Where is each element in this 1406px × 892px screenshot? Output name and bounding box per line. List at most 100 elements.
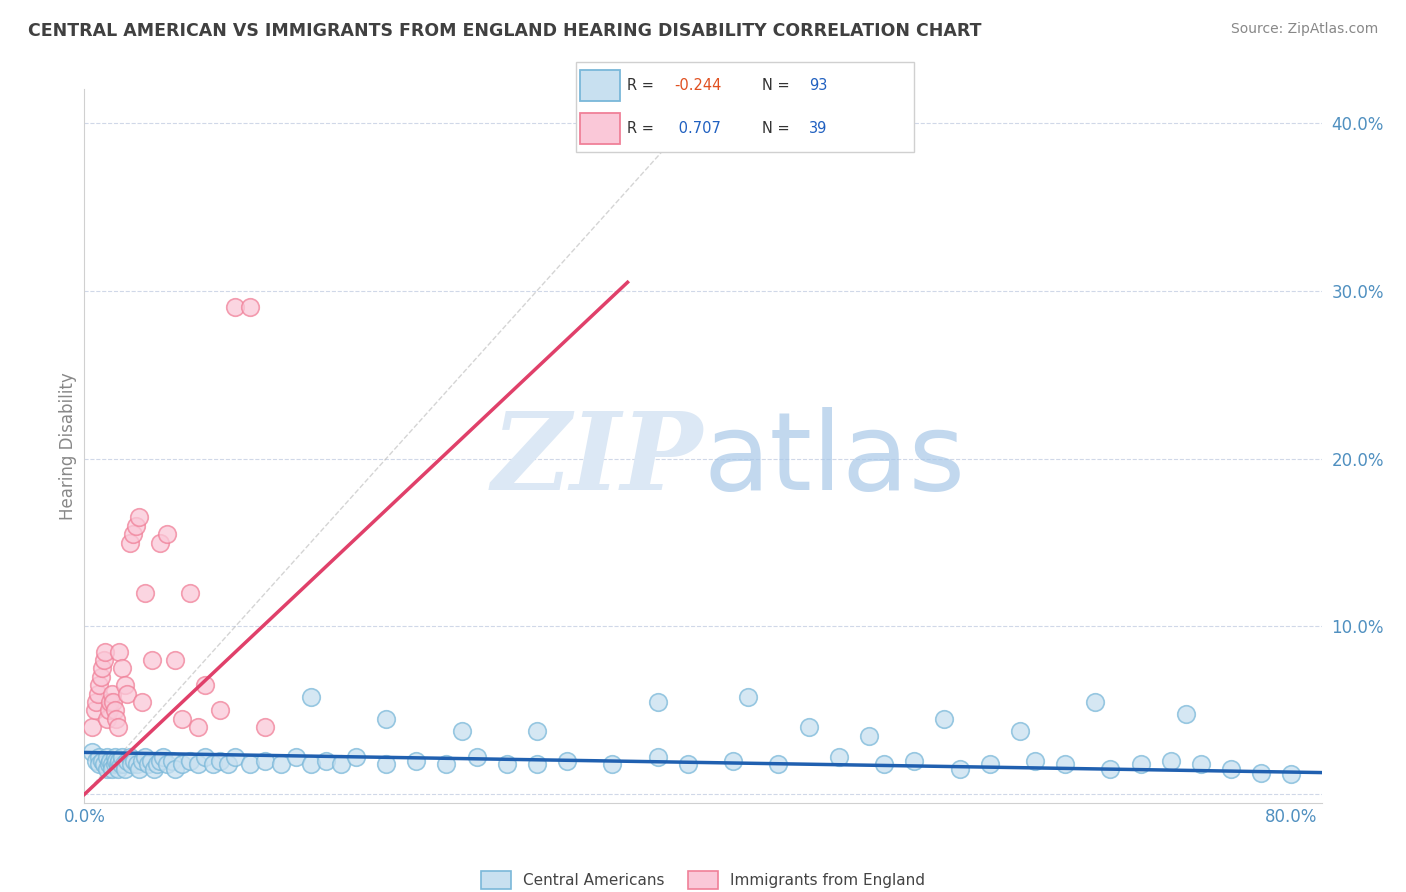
Point (1174, 706, 1197, 721)
Point (121, 527, 143, 541)
Point (107, 757, 129, 772)
Point (495, 757, 517, 772)
Text: R =: R = (627, 78, 658, 93)
Point (179, 586, 201, 600)
Point (160, 754, 183, 768)
Point (134, 750, 156, 764)
Point (179, 754, 201, 768)
Point (111, 750, 134, 764)
Point (89, 678, 111, 692)
Legend: Central Americans, Immigrants from England: Central Americans, Immigrants from Engla… (474, 865, 932, 892)
Text: 39: 39 (810, 121, 828, 136)
Point (142, 762, 165, 776)
Point (141, 653, 163, 667)
Point (163, 653, 186, 667)
Point (128, 510, 150, 524)
Point (93, 757, 115, 772)
Point (186, 757, 208, 772)
Point (948, 762, 970, 776)
FancyBboxPatch shape (576, 62, 914, 152)
Point (602, 757, 624, 772)
Point (555, 754, 578, 768)
Point (1160, 754, 1182, 768)
Point (1084, 695, 1107, 709)
Point (1129, 757, 1152, 772)
Point (90, 670, 112, 684)
Point (1281, 767, 1303, 781)
Text: N =: N = (762, 78, 794, 93)
Point (284, 750, 307, 764)
Point (1008, 723, 1031, 738)
Point (120, 757, 142, 772)
Text: Source: ZipAtlas.com: Source: ZipAtlas.com (1230, 22, 1378, 37)
Point (149, 754, 172, 768)
Point (124, 518, 146, 533)
Point (139, 754, 162, 768)
Text: CENTRAL AMERICAN VS IMMIGRANTS FROM ENGLAND HEARING DISABILITY CORRELATION CHART: CENTRAL AMERICAN VS IMMIGRANTS FROM ENGL… (28, 22, 981, 40)
Point (122, 754, 145, 768)
Point (128, 762, 150, 776)
Point (100, 757, 122, 772)
Point (98, 754, 121, 768)
Point (115, 687, 138, 701)
Point (299, 690, 322, 704)
Point (118, 535, 141, 549)
Point (107, 720, 129, 734)
Point (107, 762, 129, 776)
Point (873, 757, 896, 772)
Point (114, 678, 136, 692)
Point (797, 720, 820, 734)
Point (465, 750, 488, 764)
Point (194, 678, 217, 692)
Point (86, 695, 108, 709)
Point (163, 762, 186, 776)
Point (1189, 757, 1212, 772)
Point (91, 754, 114, 768)
Point (647, 750, 669, 764)
Text: atlas: atlas (703, 408, 965, 513)
Point (186, 720, 208, 734)
Point (152, 750, 174, 764)
Point (676, 757, 699, 772)
Point (209, 703, 232, 717)
Point (80, 720, 103, 734)
Point (96, 762, 118, 776)
Point (903, 754, 925, 768)
Point (526, 757, 548, 772)
Text: ZIP: ZIP (492, 408, 703, 513)
Point (101, 695, 124, 709)
Point (721, 754, 744, 768)
Point (172, 712, 194, 726)
Point (201, 757, 224, 772)
Y-axis label: Hearing Disability: Hearing Disability (59, 372, 77, 520)
Point (979, 757, 1001, 772)
Point (131, 695, 153, 709)
FancyBboxPatch shape (579, 70, 620, 101)
Point (224, 750, 246, 764)
Point (647, 695, 669, 709)
Text: R =: R = (627, 121, 658, 136)
Point (114, 762, 136, 776)
Point (94, 645, 117, 659)
Point (1250, 765, 1272, 780)
Point (89, 750, 111, 764)
Point (1099, 762, 1122, 776)
Point (1024, 754, 1046, 768)
Point (254, 754, 277, 768)
Point (103, 757, 125, 772)
Point (209, 754, 232, 768)
Point (315, 754, 337, 768)
Point (97, 757, 120, 772)
Point (146, 757, 169, 772)
Point (156, 527, 179, 541)
Point (108, 754, 131, 768)
Point (156, 757, 179, 772)
Point (105, 712, 128, 726)
Point (1054, 757, 1077, 772)
Text: N =: N = (762, 121, 794, 136)
Point (270, 757, 292, 772)
Point (96, 750, 118, 764)
Point (115, 754, 138, 768)
Point (436, 757, 458, 772)
Point (93, 653, 115, 667)
